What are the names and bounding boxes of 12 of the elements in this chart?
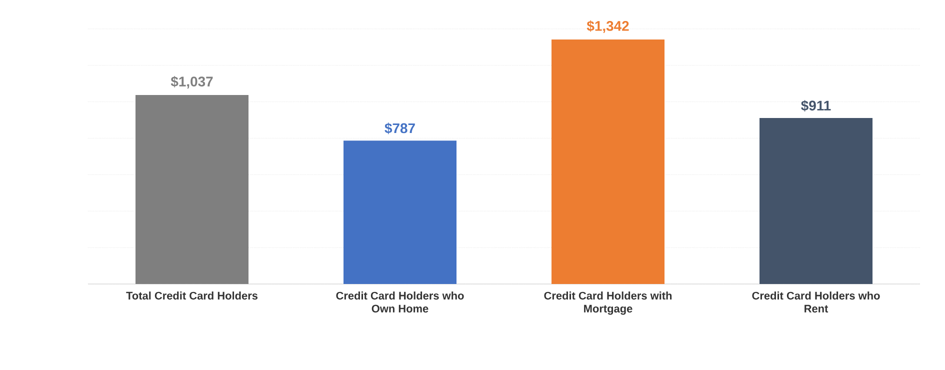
data-label: $1,037 xyxy=(170,76,213,89)
data-label: $787 xyxy=(384,122,415,134)
bar xyxy=(552,39,665,284)
bar xyxy=(136,95,249,284)
x-tick-label: Total Credit Card Holders xyxy=(126,292,258,300)
data-label: $911 xyxy=(801,100,831,112)
bar xyxy=(344,140,457,284)
data-label: $1,342 xyxy=(586,20,629,33)
x-tick-label: Credit Card Holders with Mortgage xyxy=(544,292,672,315)
x-tick-label: Credit Card Holders who Own Home xyxy=(336,292,464,313)
bar xyxy=(760,118,873,284)
x-tick-label: Credit Card Holders who Rent xyxy=(752,292,880,313)
